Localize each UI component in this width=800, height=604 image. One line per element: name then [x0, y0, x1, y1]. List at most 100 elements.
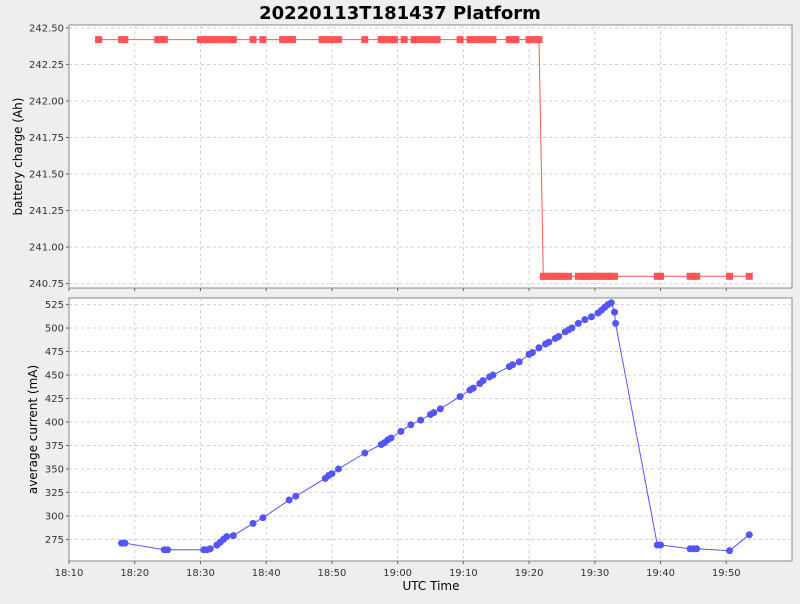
battery-data-point [745, 272, 753, 280]
battery-data-point [249, 36, 257, 44]
current-data-point [515, 358, 523, 366]
x-tick-label: 19:30 [580, 568, 609, 579]
battery-data-point [657, 272, 665, 280]
battery-data-point [466, 36, 474, 44]
current-y-tick-label: 425 [45, 394, 64, 405]
battery-y-tick-label: 242.50 [29, 23, 64, 34]
battery-y-tick-label: 241.25 [29, 206, 64, 217]
current-data-point [334, 465, 342, 473]
battery-data-point [433, 36, 441, 44]
current-data-point [456, 393, 464, 401]
current-data-point [259, 514, 267, 522]
battery-data-point [328, 36, 336, 44]
battery-y-tick-label: 240.75 [29, 279, 64, 290]
current-data-point [285, 496, 293, 504]
battery-y-tick-label: 242.00 [29, 96, 64, 107]
current-data-point [417, 416, 425, 424]
current-data-point [528, 348, 536, 356]
battery-data-point [489, 36, 497, 44]
battery-data-point [361, 36, 369, 44]
current-y-tick-label: 475 [45, 347, 64, 358]
current-data-point [611, 308, 619, 316]
x-tick-label: 18:10 [55, 568, 84, 579]
current-y-tick-label: 450 [45, 371, 64, 382]
battery-data-point [417, 36, 425, 44]
current-data-point [535, 344, 543, 352]
x-tick-label: 19:10 [449, 568, 478, 579]
current-y-tick-label: 500 [45, 324, 64, 335]
current-data-point [555, 333, 563, 341]
battery-y-tick-label: 241.75 [29, 133, 64, 144]
current-data-point [657, 541, 665, 549]
current-data-point [581, 316, 589, 324]
battery-y-tick-label: 241.00 [29, 243, 64, 254]
current-data-point [436, 405, 444, 413]
x-tick-label: 18:50 [317, 568, 346, 579]
current-data-point [726, 547, 734, 555]
current-y-tick-label: 525 [45, 300, 64, 311]
current-data-point [292, 492, 300, 500]
current-data-point [545, 338, 553, 346]
current-data-point [607, 299, 615, 307]
battery-y-axis-label: battery charge (Ah) [11, 98, 25, 216]
current-y-tick-label: 375 [45, 441, 64, 452]
battery-data-point [726, 272, 734, 280]
current-y-tick-label: 325 [45, 488, 64, 499]
battery-data-point [160, 36, 168, 44]
battery-data-point [410, 36, 418, 44]
current-data-point [229, 532, 237, 540]
battery-data-point [229, 36, 237, 44]
battery-data-point [121, 36, 129, 44]
current-data-point [693, 545, 701, 553]
current-data-point [745, 531, 753, 539]
battery-data-point [334, 36, 342, 44]
current-data-point [121, 539, 129, 547]
current-data-point [588, 313, 596, 321]
current-data-point [223, 533, 231, 541]
chart-title: 20220113T181437 Platform [259, 3, 541, 24]
battery-y-tick-label: 241.50 [29, 170, 64, 181]
battery-data-point [535, 36, 543, 44]
current-data-point [328, 470, 336, 478]
current-data-point [430, 409, 438, 417]
current-y-tick-label: 400 [45, 417, 64, 428]
battery-data-point [512, 36, 520, 44]
battery-data-point [693, 272, 701, 280]
current-data-point [489, 371, 497, 379]
battery-data-point [259, 36, 267, 44]
x-tick-label: 19:50 [712, 568, 741, 579]
current-data-point [574, 319, 582, 327]
x-axis-label: UTC Time [403, 579, 460, 593]
current-data-point [479, 377, 487, 385]
current-data-point [206, 545, 214, 553]
current-data-point [407, 421, 415, 429]
battery-plot-area [68, 24, 793, 289]
current-y-axis-label: average current (mA) [26, 365, 40, 494]
battery-data-point [456, 36, 464, 44]
x-tick-label: 19:20 [515, 568, 544, 579]
battery-data-point [288, 36, 296, 44]
battery-data-point [95, 36, 103, 44]
current-data-point [361, 449, 369, 457]
battery-data-point [400, 36, 408, 44]
x-tick-label: 19:00 [383, 568, 412, 579]
current-data-point [249, 519, 257, 527]
x-tick-label: 19:40 [646, 568, 675, 579]
x-tick-label: 18:20 [120, 568, 149, 579]
x-tick-label: 18:40 [252, 568, 281, 579]
current-y-tick-label: 275 [45, 535, 64, 546]
current-data-point [509, 361, 517, 369]
current-plot-area [68, 297, 793, 562]
battery-data-point [611, 272, 619, 280]
current-data-point [397, 427, 405, 435]
current-data-point [612, 319, 620, 327]
current-y-tick-label: 350 [45, 464, 64, 475]
battery-data-point [565, 272, 573, 280]
battery-data-point [390, 36, 398, 44]
current-data-point [568, 324, 576, 332]
current-y-tick-label: 300 [45, 511, 64, 522]
x-tick-label: 18:30 [186, 568, 215, 579]
current-data-point [387, 434, 395, 442]
